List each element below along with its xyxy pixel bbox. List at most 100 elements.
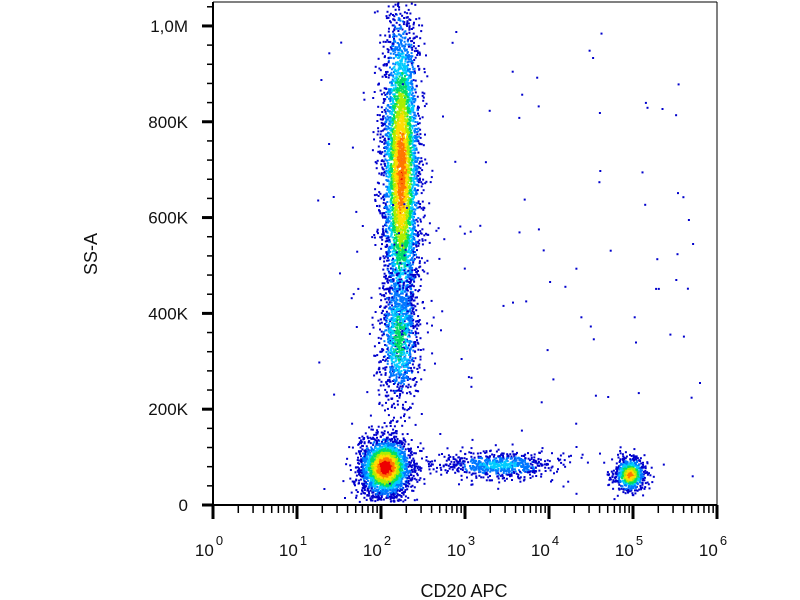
data-point	[418, 479, 421, 482]
data-point	[392, 18, 395, 21]
data-point	[386, 439, 389, 442]
data-point	[393, 485, 396, 488]
data-point	[417, 233, 420, 236]
data-point	[354, 484, 356, 487]
data-point	[384, 153, 387, 156]
data-point	[370, 460, 373, 463]
data-point	[403, 180, 406, 183]
data-point	[356, 459, 359, 462]
data-point	[392, 497, 395, 500]
data-point	[397, 274, 400, 276]
data-point	[373, 458, 376, 461]
data-point	[381, 434, 384, 437]
data-point	[365, 458, 368, 461]
data-point	[384, 463, 387, 466]
data-point	[419, 477, 422, 480]
data-point	[382, 457, 385, 459]
data-point	[399, 463, 402, 466]
data-point	[390, 127, 393, 130]
data-point	[359, 446, 362, 449]
data-point	[396, 475, 399, 478]
data-point	[377, 480, 380, 483]
data-point	[392, 451, 395, 454]
data-point	[402, 86, 405, 89]
data-point	[384, 458, 387, 461]
data-point	[394, 293, 397, 296]
data-point	[408, 141, 410, 144]
data-point	[361, 463, 363, 466]
data-point	[423, 214, 426, 217]
data-point	[408, 456, 411, 459]
data-point	[389, 46, 392, 49]
data-point	[408, 96, 411, 99]
data-point	[392, 454, 395, 457]
data-point	[408, 482, 411, 485]
data-point	[404, 195, 407, 198]
data-point	[409, 156, 412, 159]
data-point	[388, 213, 391, 216]
data-point	[378, 496, 381, 499]
data-point	[391, 304, 393, 307]
data-point	[415, 253, 417, 256]
data-point	[390, 326, 393, 329]
data-point	[369, 459, 371, 462]
data-point	[379, 459, 382, 462]
data-point	[400, 494, 403, 497]
data-point	[357, 456, 359, 459]
data-point	[407, 101, 410, 104]
data-point	[426, 75, 429, 78]
data-point	[412, 71, 415, 74]
data-point	[404, 277, 407, 280]
data-point	[421, 269, 424, 272]
data-point	[362, 466, 365, 469]
data-point	[374, 457, 377, 460]
data-point	[376, 478, 379, 481]
data-point	[355, 452, 358, 455]
data-point	[386, 493, 389, 495]
data-point	[398, 494, 401, 497]
data-point	[371, 456, 374, 458]
data-point	[362, 491, 365, 494]
data-point	[376, 10, 379, 13]
data-point	[407, 297, 410, 300]
data-point	[371, 477, 374, 480]
data-point	[394, 464, 397, 467]
data-point	[391, 82, 393, 85]
data-point	[405, 485, 407, 488]
data-point	[399, 465, 402, 467]
data-point	[405, 480, 408, 483]
data-point	[412, 79, 415, 82]
data-point	[416, 180, 419, 183]
data-point	[402, 262, 404, 265]
data-point	[420, 157, 423, 160]
data-point	[396, 464, 399, 467]
data-point	[393, 446, 396, 449]
data-point	[410, 58, 412, 61]
data-point	[391, 172, 394, 175]
data-point	[408, 87, 411, 90]
data-point	[408, 126, 411, 129]
data-point	[409, 72, 412, 75]
data-point	[360, 442, 363, 445]
data-point	[404, 200, 407, 203]
data-point	[399, 460, 402, 463]
data-point	[414, 169, 417, 172]
data-point	[404, 468, 406, 470]
data-point	[389, 439, 392, 442]
data-point	[387, 325, 390, 328]
data-point	[412, 45, 415, 48]
data-point	[371, 450, 373, 453]
data-point	[360, 466, 363, 469]
data-point	[383, 264, 386, 267]
data-point	[404, 448, 407, 451]
data-point	[383, 109, 386, 111]
data-point	[384, 472, 387, 475]
data-point	[416, 232, 419, 235]
data-point	[403, 320, 406, 323]
data-point	[359, 453, 362, 456]
data-point	[399, 131, 402, 134]
data-point	[405, 124, 408, 127]
data-point	[397, 310, 400, 312]
data-point	[354, 471, 357, 474]
data-point	[373, 485, 376, 488]
